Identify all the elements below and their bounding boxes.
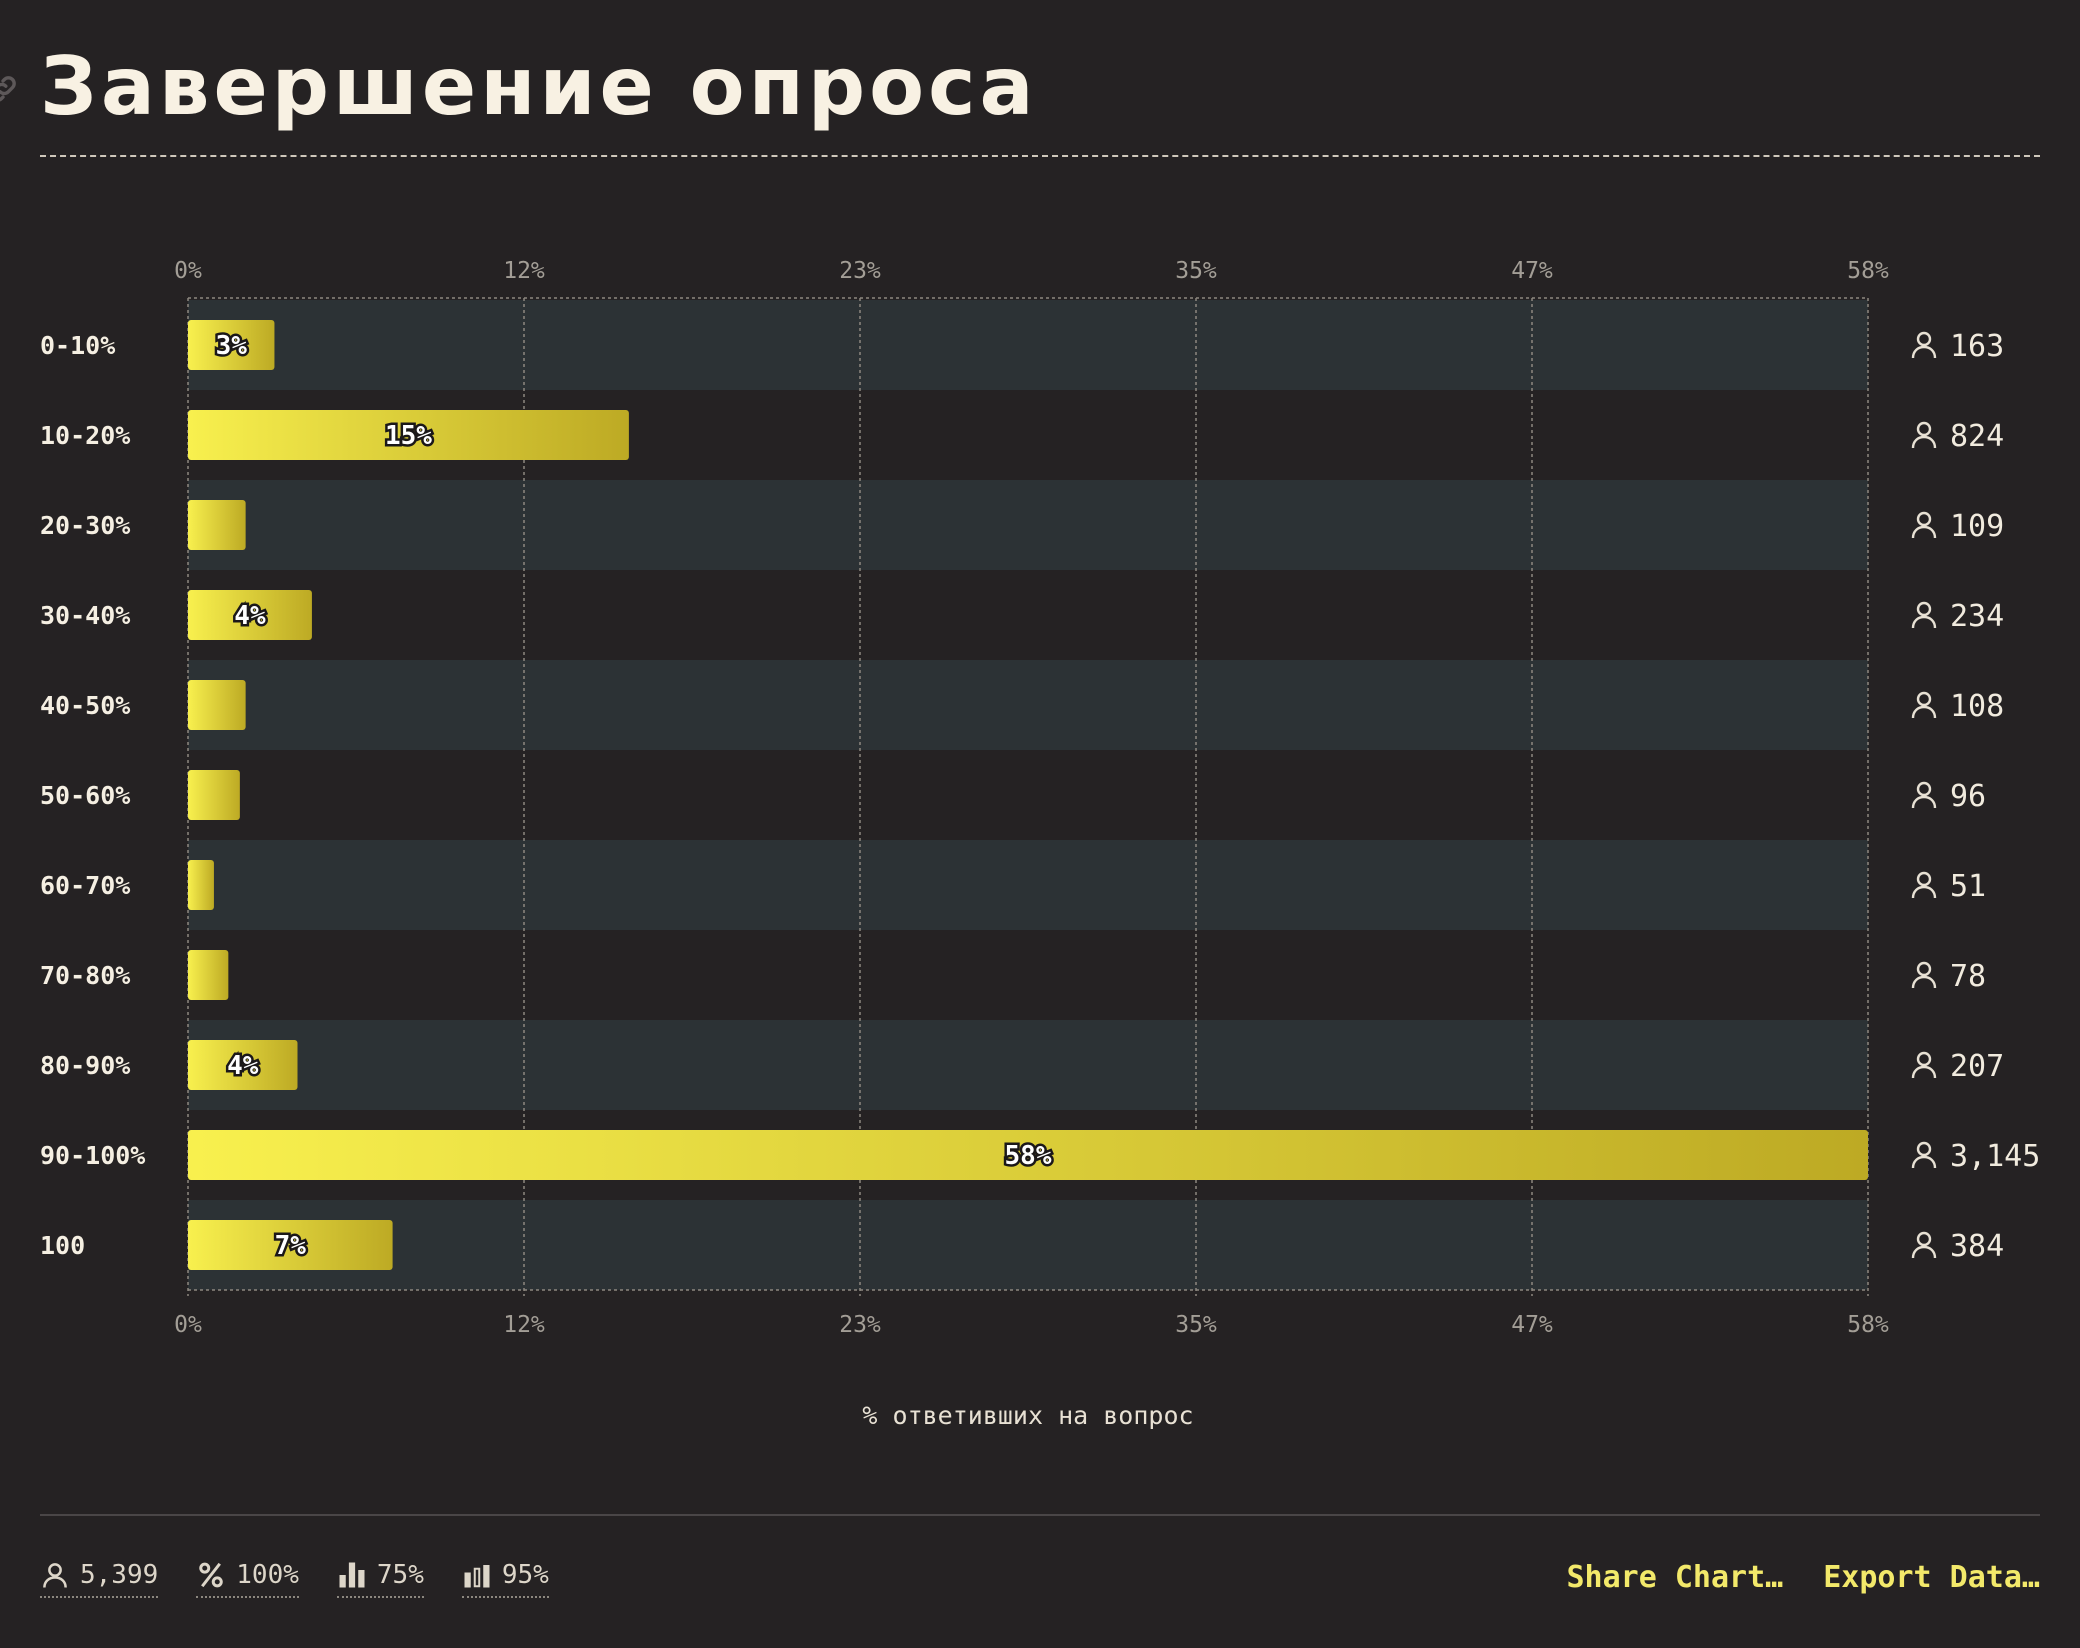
person-icon <box>1911 601 1937 629</box>
row-band <box>188 1200 1868 1290</box>
percent-stat[interactable]: 100% <box>196 1560 299 1598</box>
export-data-button[interactable]: Export Data… <box>1823 1560 2040 1595</box>
category-label: 70-80% <box>40 961 130 990</box>
x-tick-label: 0% <box>174 1312 202 1338</box>
category-label: 10-20% <box>40 421 130 450</box>
title-divider <box>40 155 2040 157</box>
share-chart-button[interactable]: Share Chart… <box>1566 1560 1784 1595</box>
respondent-count: 109 <box>1950 509 2004 544</box>
bar-chart: 0% 12% 23% 35% 47% 58% 0% 12% 23% 35% 47% 58% 3% 15… <box>40 258 2040 1430</box>
x-tick-label: 23% <box>839 1312 881 1338</box>
x-tick-label: 12% <box>503 258 545 284</box>
person-icon <box>1911 1141 1937 1169</box>
x-tick-label: 23% <box>839 258 881 284</box>
respondent-count: 163 <box>1950 329 2004 364</box>
chart-actions: Share Chart… Export Data… <box>1567 1560 2041 1595</box>
category-label: 80-90% <box>40 1051 130 1080</box>
x-tick-label: 35% <box>1175 258 1217 284</box>
row-band <box>188 660 1868 750</box>
bar[interactable] <box>188 410 629 460</box>
person-icon <box>1911 421 1937 449</box>
category-label: 20-30% <box>40 511 130 540</box>
bar-median-icon <box>339 1562 365 1588</box>
respondents-value: 5,399 <box>80 1560 159 1590</box>
respondent-count: 96 <box>1950 779 1986 814</box>
respondent-count: 234 <box>1950 599 2004 634</box>
bar[interactable] <box>188 770 240 820</box>
x-tick-label: 58% <box>1847 258 1889 284</box>
respondent-count: 3,145 <box>1950 1139 2040 1174</box>
bar[interactable] <box>188 500 246 550</box>
bar-value-label: 7% <box>275 1231 307 1261</box>
bar[interactable] <box>188 590 312 640</box>
category-label: 90-100% <box>40 1141 145 1170</box>
p95-stat[interactable]: 95% <box>461 1560 549 1598</box>
percent-value: 100% <box>236 1560 299 1590</box>
person-icon <box>1911 781 1937 809</box>
person-icon <box>1911 331 1937 359</box>
respondent-count: 108 <box>1950 689 2004 724</box>
x-tick-label: 12% <box>503 1312 545 1338</box>
x-tick-label: 58% <box>1847 1312 1889 1338</box>
category-label: 100 <box>40 1231 85 1260</box>
median-value: 75% <box>376 1560 424 1590</box>
bar[interactable] <box>188 950 229 1000</box>
bar-value-label: 58% <box>1005 1141 1052 1171</box>
bar-value-label: 4% <box>234 601 266 631</box>
person-icon <box>1911 511 1937 539</box>
summary-stats: 5,399 100% 75% 95% <box>40 1560 549 1598</box>
x-tick-label: 0% <box>174 258 202 284</box>
percent-icon <box>199 1562 224 1588</box>
respondent-count: 78 <box>1950 959 1986 994</box>
row-band <box>188 840 1868 930</box>
row-band <box>188 300 1868 390</box>
bar[interactable] <box>188 680 246 730</box>
row-band <box>188 1020 1868 1110</box>
p95-value: 95% <box>501 1560 549 1590</box>
x-axis-label: % ответивших на вопрос <box>862 1401 1193 1430</box>
bar[interactable] <box>188 320 275 370</box>
bar-value-label: 15% <box>385 421 432 451</box>
respondents-stat[interactable]: 5,399 <box>40 1560 159 1598</box>
respondent-count: 207 <box>1950 1049 2004 1084</box>
bar-value-label: 4% <box>227 1051 259 1081</box>
category-label: 60-70% <box>40 871 130 900</box>
category-label: 50-60% <box>40 781 130 810</box>
person-icon <box>43 1563 67 1588</box>
person-icon <box>1911 691 1937 719</box>
bar[interactable] <box>188 1040 298 1090</box>
x-tick-label: 47% <box>1511 1312 1553 1338</box>
page-title: Завершение опроса <box>40 40 1038 133</box>
person-icon <box>1911 1051 1937 1079</box>
respondent-count: 384 <box>1950 1229 2004 1264</box>
row-band <box>188 480 1868 570</box>
category-label: 30-40% <box>40 601 130 630</box>
bar[interactable] <box>188 1220 393 1270</box>
person-icon <box>1911 871 1937 899</box>
x-tick-label: 47% <box>1511 258 1553 284</box>
bar[interactable] <box>188 860 214 910</box>
category-label: 0-10% <box>40 331 115 360</box>
bar-value-label: 3% <box>216 331 248 361</box>
category-label: 40-50% <box>40 691 130 720</box>
bar[interactable] <box>188 1130 1868 1180</box>
footer-divider <box>40 1514 2040 1516</box>
respondent-count: 824 <box>1950 419 2004 454</box>
median-stat[interactable]: 75% <box>336 1560 424 1598</box>
respondent-count: 51 <box>1950 869 1986 904</box>
person-icon <box>1911 961 1937 989</box>
link-icon[interactable] <box>0 72 20 106</box>
bar-outline-icon <box>464 1565 490 1588</box>
person-icon <box>1911 1231 1937 1259</box>
x-tick-label: 35% <box>1175 1312 1217 1338</box>
